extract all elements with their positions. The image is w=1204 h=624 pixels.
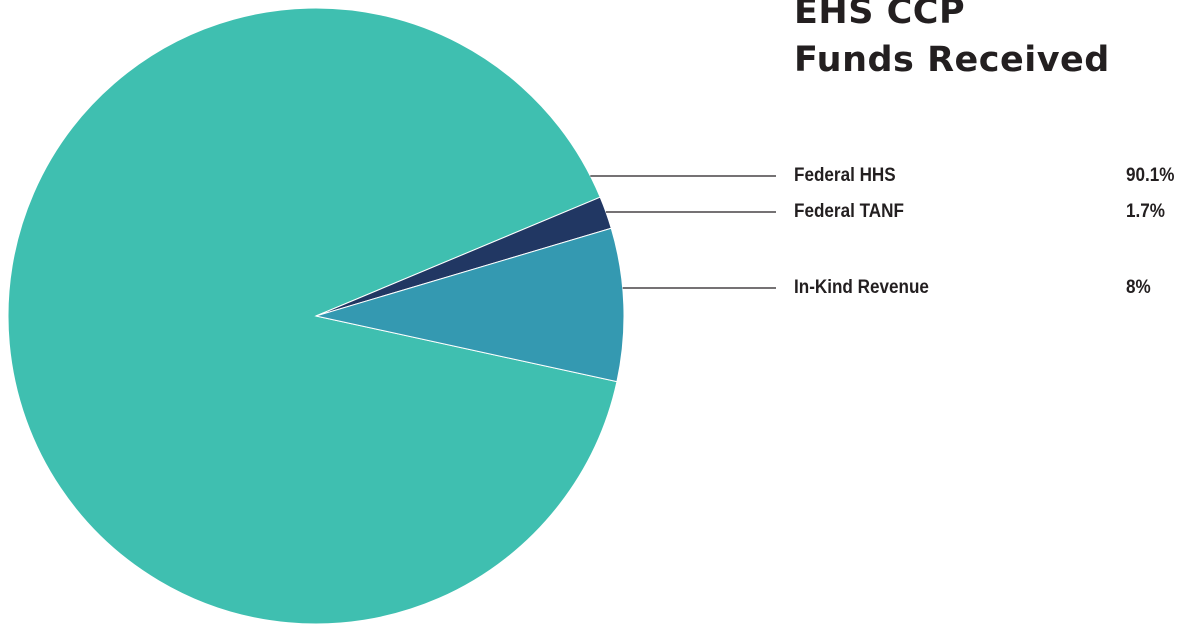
legend-value-in-kind-revenue: 8% xyxy=(1126,277,1151,298)
slice-federal-hhs xyxy=(7,7,618,624)
chart-title-line-1: EHS CCP xyxy=(794,0,966,32)
slice-in-kind-revenue xyxy=(315,227,625,383)
chart-title: EHS CCP Funds Received xyxy=(794,0,1110,84)
legend-value-federal-tanf: 1.7% xyxy=(1126,201,1165,222)
chart-title-line-2: Funds Received xyxy=(794,40,1110,80)
legend-value-federal-hhs: 90.1% xyxy=(1126,165,1175,186)
legend-label-federal-hhs: Federal HHS xyxy=(794,165,896,186)
legend-label-in-kind-revenue: In-Kind Revenue xyxy=(794,277,929,298)
legend-label-federal-tanf: Federal TANF xyxy=(794,201,904,222)
